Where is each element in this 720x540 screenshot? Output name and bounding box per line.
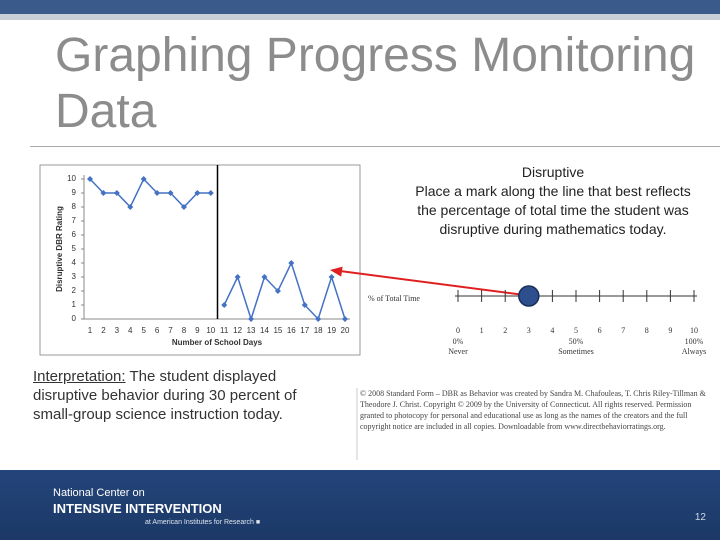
- scale-tick-label: 0: [456, 326, 460, 335]
- footer-org-line3: at American Institutes for Research ■: [145, 519, 261, 526]
- scale-tick-label: 10: [690, 326, 698, 335]
- instruction: Disruptive Place a mark along the line t…: [410, 163, 696, 239]
- scale-tick-label: 6: [598, 326, 602, 335]
- scale-mark: [518, 285, 540, 307]
- point: [274, 288, 281, 294]
- scale-tick-label: 4: [550, 326, 554, 335]
- y-tick-label: 9: [72, 188, 77, 197]
- interpretation-label: Interpretation:: [33, 368, 126, 385]
- x-tick-label: 1: [88, 326, 93, 335]
- point: [207, 190, 214, 196]
- x-tick-label: 7: [168, 326, 173, 335]
- interpretation: Interpretation: The student displayed di…: [33, 367, 333, 424]
- point: [315, 316, 322, 322]
- instruction-text: Place a mark along the line that best re…: [415, 183, 691, 237]
- scale-title: % of Total Time: [368, 294, 420, 303]
- point: [234, 274, 241, 280]
- x-tick-label: 13: [247, 326, 256, 335]
- arrow: [339, 270, 533, 297]
- x-tick-label: 5: [141, 326, 146, 335]
- x-tick-label: 11: [220, 326, 229, 335]
- x-tick-label: 6: [155, 326, 160, 335]
- y-tick-label: 7: [72, 216, 77, 225]
- y-tick-label: 4: [72, 258, 77, 267]
- point: [288, 260, 295, 266]
- scale-tick-label: 5: [574, 326, 578, 335]
- x-tick-label: 19: [327, 326, 336, 335]
- arrow-head: [330, 266, 343, 277]
- scale-percent-label: 50%: [569, 337, 584, 346]
- scale-percent-label: 0%: [453, 337, 464, 346]
- point: [154, 190, 161, 196]
- point: [127, 204, 134, 210]
- point: [194, 190, 201, 196]
- point: [113, 190, 120, 196]
- x-tick-label: 12: [233, 326, 242, 335]
- point: [180, 204, 187, 210]
- scale-tick-label: 3: [527, 326, 531, 335]
- x-tick-label: 20: [341, 326, 350, 335]
- point: [261, 274, 268, 280]
- x-tick-label: 15: [273, 326, 282, 335]
- point: [100, 190, 107, 196]
- point: [301, 302, 308, 308]
- top-bar: [0, 0, 720, 14]
- scale-tick-label: 7: [621, 326, 625, 335]
- x-tick-label: 18: [314, 326, 323, 335]
- footer-org-line1: National Center on: [53, 487, 145, 499]
- x-tick-label: 10: [206, 326, 215, 335]
- x-axis-label: Number of School Days: [172, 338, 263, 347]
- y-tick-label: 3: [72, 272, 77, 281]
- series-line: [89, 177, 211, 209]
- scale-percent-label: 100%: [685, 337, 704, 346]
- footer-org-line2: INTENSIVE INTERVENTION: [53, 501, 222, 516]
- point: [328, 274, 335, 280]
- y-tick-label: 5: [72, 244, 77, 253]
- title-rule: [30, 146, 720, 147]
- x-tick-label: 4: [128, 326, 133, 335]
- x-tick-label: 17: [300, 326, 309, 335]
- scale-tick-label: 9: [668, 326, 672, 335]
- slide-title: Graphing Progress Monitoring Data: [55, 29, 696, 138]
- series-line: [223, 260, 346, 322]
- y-tick-label: 6: [72, 230, 77, 239]
- point: [167, 190, 174, 196]
- x-tick-label: 16: [287, 326, 296, 335]
- x-tick-label: 8: [182, 326, 187, 335]
- point: [342, 316, 348, 322]
- top-strip: [0, 14, 720, 20]
- scale-tick-label: 2: [503, 326, 507, 335]
- instruction-heading: Disruptive: [521, 164, 585, 180]
- y-tick-label: 0: [72, 314, 77, 323]
- y-tick-label: 1: [72, 300, 77, 309]
- footer: [0, 470, 720, 540]
- scale-tick-label: 1: [480, 326, 484, 335]
- point: [87, 176, 93, 182]
- interpretation-text: The student displayed disruptive behavio…: [33, 368, 297, 423]
- x-tick-label: 3: [115, 326, 120, 335]
- scale-tick-label: 8: [645, 326, 649, 335]
- scale-anchor-label: Sometimes: [558, 347, 594, 356]
- y-tick-label: 8: [72, 202, 77, 211]
- scale-anchor-label: Never: [448, 347, 468, 356]
- y-axis-label: Disruptive DBR Rating: [55, 206, 64, 292]
- point: [248, 316, 255, 322]
- chart-frame: [39, 164, 361, 356]
- y-tick-label: 2: [72, 286, 77, 295]
- copyright: © 2008 Standard Form – DBR as Behavior w…: [360, 389, 706, 431]
- point: [140, 176, 147, 182]
- point: [221, 302, 228, 308]
- x-tick-label: 2: [101, 326, 106, 335]
- y-tick-label: 10: [67, 174, 76, 183]
- x-tick-label: 9: [195, 326, 200, 335]
- page-number: 12: [694, 512, 706, 523]
- scale-anchor-label: Always: [682, 347, 706, 356]
- x-tick-label: 14: [260, 326, 269, 335]
